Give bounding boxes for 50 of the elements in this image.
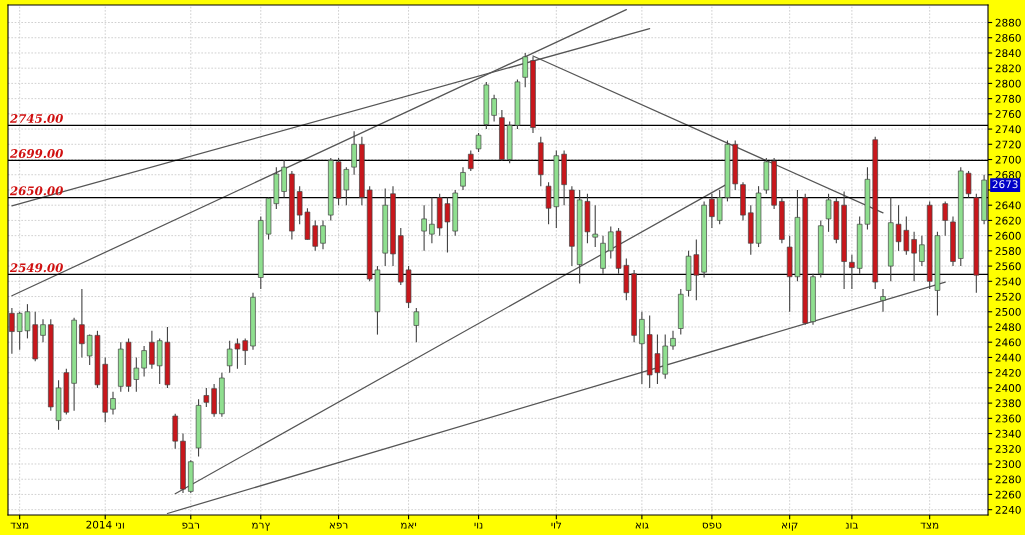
y-tick-label: 2260 <box>995 490 1021 499</box>
x-tick-label: יול <box>551 520 562 529</box>
y-tick-label: 2520 <box>995 292 1021 301</box>
ref-line-label: 2650.00 <box>9 186 63 196</box>
y-tick-label: 2700 <box>995 155 1021 164</box>
ref-line-label: 2745.00 <box>9 114 63 123</box>
y-tick-label: 2480 <box>995 323 1021 332</box>
x-tick-label: ספט <box>702 522 722 529</box>
x-tick-label: מאי <box>400 522 417 529</box>
y-tick-label: 2440 <box>995 353 1021 362</box>
y-tick-label: 2860 <box>995 33 1021 42</box>
ref-line-label: 2549.00 <box>9 263 63 273</box>
y-tick-label: 2320 <box>995 445 1021 453</box>
x-tick-label: דצמ <box>10 522 29 529</box>
y-tick-label: 2340 <box>995 429 1021 438</box>
y-tick-label: 2420 <box>995 368 1021 377</box>
y-tick-label: 2240 <box>995 505 1021 514</box>
y-tick-label: 2740 <box>995 125 1021 134</box>
y-tick-label: 2540 <box>995 277 1021 286</box>
y-tick-label: 2620 <box>995 216 1021 225</box>
y-tick-label: 2360 <box>995 414 1021 423</box>
y-tick-label: 2780 <box>995 94 1021 103</box>
y-tick-label: 2600 <box>995 231 1021 240</box>
y-tick-label: 2380 <box>995 399 1021 408</box>
ref-line-label: 2699.00 <box>9 149 63 158</box>
y-tick-label: 2560 <box>995 262 1021 271</box>
y-tick-label: 2800 <box>995 79 1021 88</box>
x-tick-label: דצמ <box>920 522 939 529</box>
y-tick-label: 2280 <box>995 475 1021 484</box>
y-tick-label: 2300 <box>995 460 1021 469</box>
x-tick-label: אוק <box>782 522 798 531</box>
y-tick-label: 2640 <box>995 201 1021 210</box>
y-tick-label: 2680 <box>995 170 1021 179</box>
y-tick-label: 2400 <box>995 384 1021 392</box>
x-tick-label: 2014 ינו <box>86 520 124 529</box>
y-tick-label: 2820 <box>995 64 1021 73</box>
x-tick-label: יונ <box>474 522 483 529</box>
y-tick-label: 2460 <box>995 338 1021 347</box>
x-tick-label: אוג <box>635 522 649 529</box>
y-tick-label: 2760 <box>995 110 1021 118</box>
x-tick-label: אפר <box>329 522 348 529</box>
x-tick-label: מרץ <box>251 522 270 531</box>
x-tick-label: נוב <box>845 522 858 529</box>
x-tick-label: פבר <box>182 522 200 529</box>
text: 2673 <box>992 180 1018 189</box>
y-tick-label: 2500 <box>995 307 1021 316</box>
y-tick-label: 2580 <box>995 247 1021 255</box>
y-tick-label: 2720 <box>995 140 1021 149</box>
y-tick-label: 2840 <box>995 49 1021 58</box>
y-tick-label: 2880 <box>995 18 1021 27</box>
